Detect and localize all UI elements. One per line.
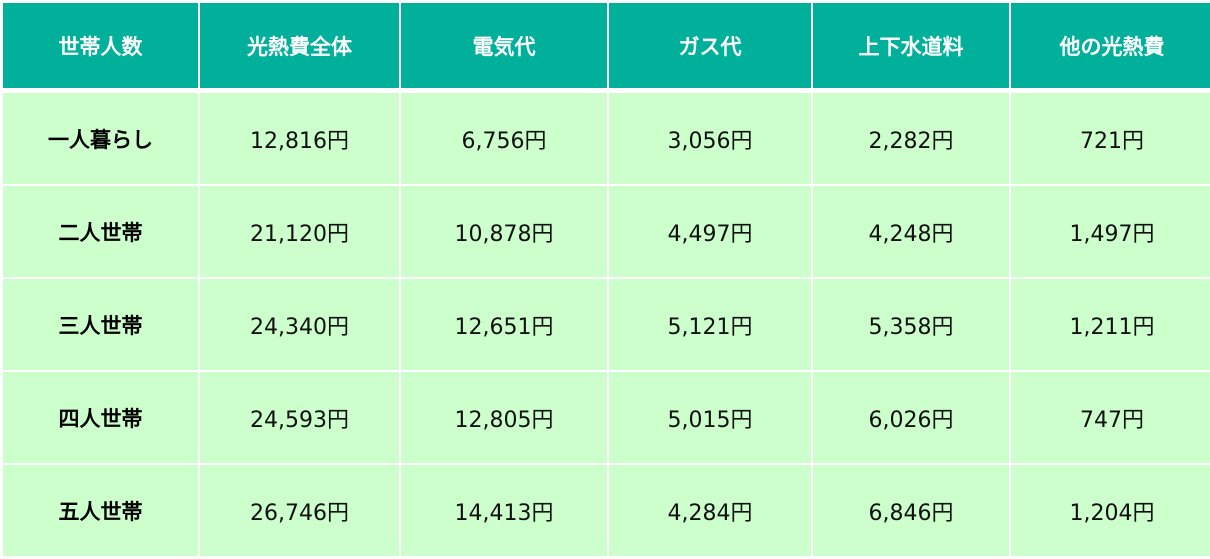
table-cell: 10,878円: [401, 186, 607, 277]
table-cell: 747円: [1011, 372, 1210, 463]
column-header: 電気代: [401, 3, 607, 88]
row-header: 四人世帯: [3, 372, 198, 463]
table-cell: 12,805円: [401, 372, 607, 463]
table-cell: 1,204円: [1011, 465, 1210, 556]
table-cell: 2,282円: [813, 93, 1009, 184]
table-cell: 4,248円: [813, 186, 1009, 277]
table-cell: 21,120円: [200, 186, 399, 277]
table-cell: 4,284円: [609, 465, 811, 556]
column-header: 他の光熱費: [1011, 3, 1210, 88]
utility-cost-table: 世帯人数 光熱費全体 電気代 ガス代 上下水道料 他の光熱費一人暮らし 12,816円 6,7…: [3, 3, 1210, 556]
row-header: 二人世帯: [3, 186, 198, 277]
row-header: 三人世帯: [3, 279, 198, 370]
table-cell: 24,593円: [200, 372, 399, 463]
table-cell: 4,497円: [609, 186, 811, 277]
table-cell: 1,211円: [1011, 279, 1210, 370]
table-cell: 6,846円: [813, 465, 1009, 556]
table-cell: 26,746円: [200, 465, 399, 556]
row-header: 一人暮らし: [3, 93, 198, 184]
table-cell: 12,651円: [401, 279, 607, 370]
table-cell: 6,026円: [813, 372, 1009, 463]
table-cell: 24,340円: [200, 279, 399, 370]
row-header: 五人世帯: [3, 465, 198, 556]
table-cell: 6,756円: [401, 93, 607, 184]
column-header: 上下水道料: [813, 3, 1009, 88]
table-cell: 3,056円: [609, 93, 811, 184]
table-cell: 721円: [1011, 93, 1210, 184]
table-cell: 5,121円: [609, 279, 811, 370]
column-header: 世帯人数: [3, 3, 198, 88]
table-cell: 5,358円: [813, 279, 1009, 370]
table-cell: 12,816円: [200, 93, 399, 184]
column-header: 光熱費全体: [200, 3, 399, 88]
table-cell: 14,413円: [401, 465, 607, 556]
column-header: ガス代: [609, 3, 811, 88]
table-cell: 5,015円: [609, 372, 811, 463]
table-cell: 1,497円: [1011, 186, 1210, 277]
